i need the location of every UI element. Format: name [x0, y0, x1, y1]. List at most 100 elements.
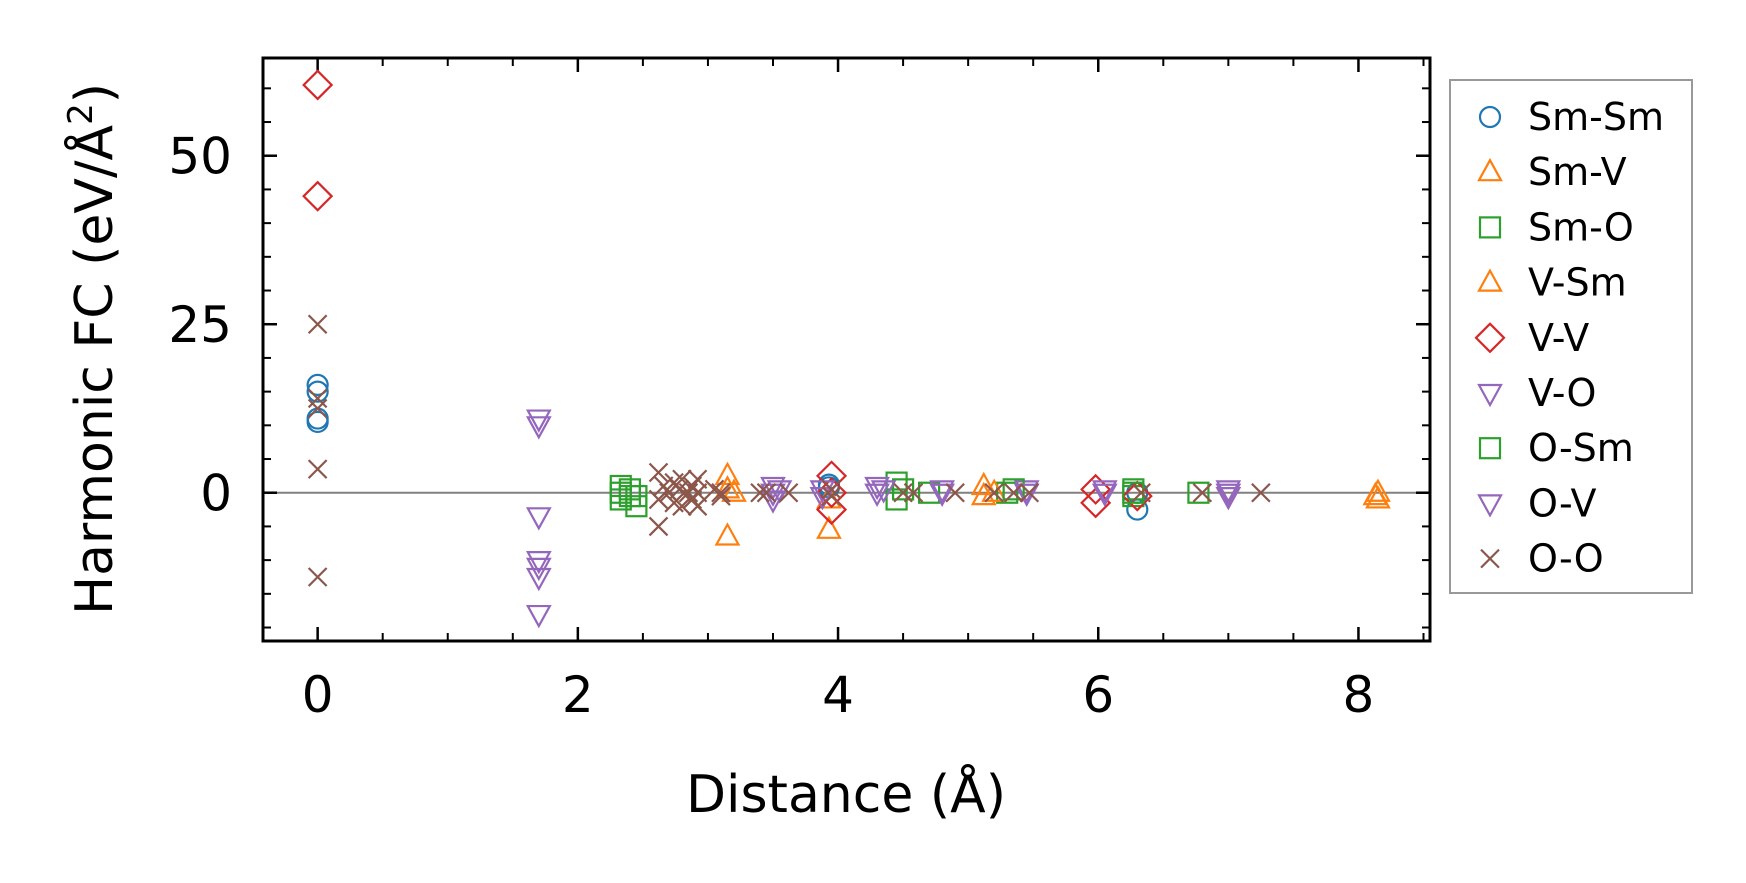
series-o-o	[307, 314, 1271, 587]
data-point-o-o	[672, 469, 692, 490]
legend-item-o-sm: O-Sm	[1478, 426, 1634, 470]
data-point-sm-o	[1187, 481, 1210, 504]
legend-label: V-Sm	[1528, 261, 1627, 305]
data-point-v-o	[760, 476, 786, 501]
plot-frame	[261, 56, 1432, 643]
data-point-v-o	[525, 604, 552, 629]
x-tick-label: 8	[1343, 666, 1375, 724]
legend-marker-sm-sm	[1478, 105, 1502, 129]
data-point-o-sm	[618, 484, 641, 508]
data-point-v-v	[302, 69, 334, 101]
data-point-o-o	[687, 496, 708, 516]
series-v-sm	[721, 478, 1389, 506]
data-point-v-o	[1215, 480, 1242, 504]
data-point-o-o	[307, 398, 328, 419]
data-point-sm-v	[714, 475, 741, 499]
data-point-o-o	[1131, 482, 1151, 503]
legend-marker-sm-v	[1477, 157, 1503, 182]
data-point-o-sm	[1002, 478, 1025, 501]
data-point-o-sm	[891, 478, 915, 501]
legend-marker-sm-o	[1478, 216, 1502, 239]
legend-item-sm-v: Sm-V	[1477, 150, 1627, 194]
legend-label: O-Sm	[1528, 426, 1634, 470]
data-point-v-o	[1091, 480, 1118, 504]
data-point-o-o	[1019, 482, 1040, 503]
legend-marker-v-v	[1474, 322, 1506, 354]
data-point-v-sm	[981, 478, 1008, 502]
data-point-v-sm	[1362, 481, 1389, 506]
data-point-o-v	[1215, 483, 1242, 508]
data-point-sm-v	[970, 471, 997, 496]
x-axis-label: Distance (Å)	[686, 763, 1006, 825]
legend-items: Sm-Sm Sm-V Sm-O V-Sm V-V V-O O-Sm O-V O-O	[1474, 95, 1664, 581]
data-point-sm-v	[970, 481, 997, 506]
data-point-o-o	[821, 479, 842, 500]
data-point-o-o	[984, 482, 1004, 503]
tick-labels: 0 2 4 6 8 0 25 50	[168, 128, 1374, 724]
legend-item-v-o: V-O	[1477, 371, 1596, 415]
series-o-sm	[618, 478, 1145, 508]
data-point-o-v	[870, 480, 897, 504]
data-point-o-o	[711, 482, 731, 503]
x-tick-label: 0	[302, 666, 334, 724]
data-point-v-o	[864, 483, 890, 508]
y-axis-label-superscript: 2	[61, 103, 101, 125]
x-tick-label: 6	[1082, 666, 1114, 724]
data-points	[302, 69, 1391, 629]
data-point-sm-v	[816, 515, 842, 539]
data-point-sm-sm	[306, 380, 329, 403]
data-point-v-o	[929, 480, 955, 504]
legend-item-v-v: V-V	[1474, 316, 1589, 360]
legend-label: V-V	[1528, 316, 1589, 360]
data-point-o-o	[307, 314, 328, 335]
data-point-v-o	[525, 409, 552, 433]
y-axis-label-close: )	[65, 83, 125, 103]
data-point-v-o	[525, 416, 552, 440]
data-point-v-v	[1121, 480, 1153, 512]
y-tick-label: 50	[168, 128, 232, 186]
data-point-v-o	[525, 567, 552, 592]
legend-label: V-O	[1528, 371, 1596, 415]
data-point-sm-sm	[306, 373, 329, 396]
legend-marker-o-o	[1480, 548, 1500, 569]
data-point-o-o	[672, 496, 692, 516]
data-point-o-o	[711, 486, 731, 506]
data-point-o-o	[893, 482, 913, 503]
data-point-sm-v	[714, 461, 741, 485]
series-o-v	[766, 480, 1242, 508]
legend-marker-o-v	[1477, 494, 1503, 518]
series-v-v	[302, 69, 1153, 526]
legend-label: Sm-O	[1528, 205, 1634, 249]
axis-ticks	[263, 58, 1430, 641]
legend-frame	[1449, 79, 1693, 594]
y-axis-label-main: Harmonic FC (eV/Å	[63, 124, 125, 615]
legend-item-sm-sm: Sm-Sm	[1478, 95, 1664, 139]
legend-label: O-O	[1528, 537, 1604, 581]
legend-label: O-V	[1528, 481, 1596, 525]
series-v-o	[525, 409, 1242, 629]
data-point-o-v	[929, 483, 955, 508]
data-point-o-o	[945, 482, 965, 503]
data-point-v-o	[525, 507, 552, 531]
data-point-o-o	[307, 459, 328, 479]
data-point-o-o	[756, 482, 777, 503]
x-tick-label: 2	[562, 666, 594, 724]
x-tick-label: 4	[822, 666, 854, 724]
legend-item-o-o: O-O	[1480, 537, 1604, 581]
data-point-v-v	[815, 494, 848, 526]
data-point-o-o	[648, 489, 669, 510]
data-point-o-o	[903, 482, 924, 503]
data-point-v-v	[1080, 487, 1112, 519]
data-point-sm-o	[918, 481, 941, 504]
legend-item-v-sm: V-Sm	[1477, 261, 1627, 305]
data-point-o-o	[821, 486, 842, 506]
data-point-sm-v	[714, 522, 741, 546]
data-point-sm-o	[996, 481, 1019, 504]
data-point-v-o	[1215, 486, 1242, 511]
data-point-v-v	[302, 180, 334, 212]
data-point-o-o	[307, 567, 328, 587]
data-point-v-sm	[721, 478, 747, 502]
data-point-o-o	[778, 482, 799, 503]
legend: Sm-Sm Sm-V Sm-O V-Sm V-V V-O O-Sm O-V O-O	[1449, 79, 1693, 594]
data-point-o-o	[1003, 482, 1024, 503]
